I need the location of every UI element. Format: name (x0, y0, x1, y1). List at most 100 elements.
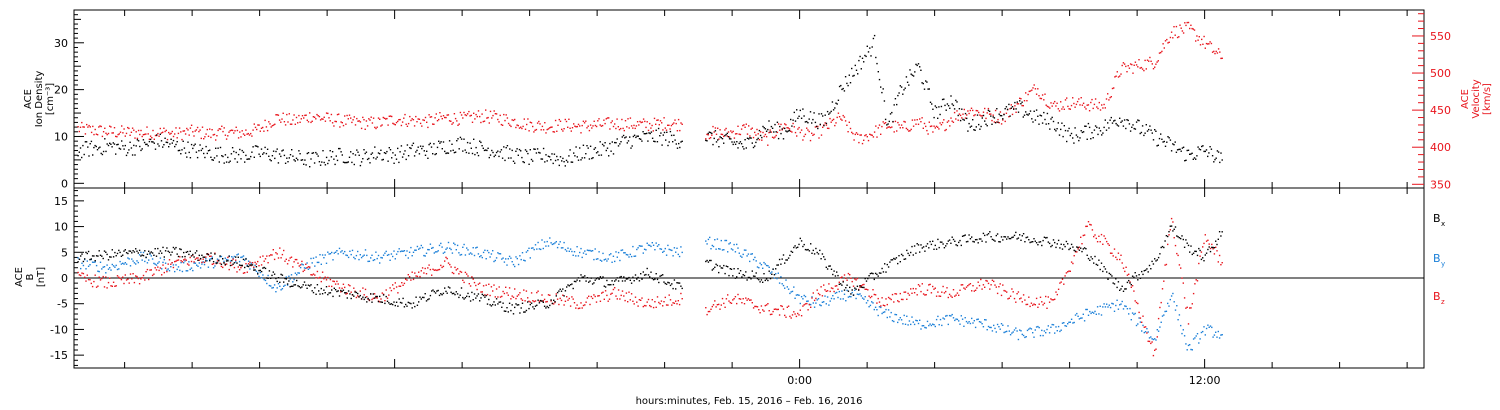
density-point (512, 160, 515, 162)
velocity-point (187, 129, 189, 131)
by-point (549, 237, 551, 239)
density-point (1160, 133, 1162, 135)
bz-point (538, 300, 541, 302)
by-point (471, 253, 473, 255)
bx-point (922, 246, 925, 248)
bz-point (440, 264, 442, 267)
velocity-point (1181, 30, 1184, 32)
density-point (442, 141, 445, 143)
density-point (506, 145, 509, 147)
velocity-point (887, 126, 889, 128)
density-point (1122, 125, 1125, 127)
density-point (473, 138, 475, 140)
by-point (1024, 336, 1026, 339)
velocity-point (195, 129, 198, 131)
density-point (641, 140, 643, 142)
velocity-point (742, 124, 744, 127)
density-point (1111, 122, 1114, 124)
density-point (612, 153, 615, 155)
by-point (395, 253, 398, 255)
velocity-point (370, 116, 372, 118)
density-point (657, 127, 660, 130)
field-tick-label: 5 (61, 246, 68, 259)
by-point (1134, 312, 1136, 315)
density-point (1139, 132, 1141, 135)
by-point (912, 321, 914, 323)
by-point (95, 264, 98, 267)
bz-point (773, 308, 776, 310)
bx-point (1165, 235, 1168, 237)
bz-point (227, 256, 229, 259)
by-point (1220, 334, 1222, 336)
velocity-point (882, 121, 884, 123)
velocity-point (932, 131, 934, 133)
velocity-point (581, 124, 583, 127)
velocity-point (105, 132, 107, 134)
density-point (264, 146, 266, 149)
density-point (857, 73, 859, 75)
by-point (630, 255, 633, 258)
velocity-point (919, 118, 921, 120)
bz-point (262, 255, 264, 257)
bx-point (268, 270, 271, 272)
velocity-point (481, 113, 483, 115)
by-point (935, 318, 938, 321)
by-point (238, 260, 241, 263)
density-point (1076, 136, 1079, 138)
density-point (294, 160, 296, 162)
by-point (571, 250, 573, 253)
bz-point (488, 283, 490, 285)
by-point (1124, 305, 1126, 307)
velocity-point (583, 122, 586, 124)
by-point (711, 244, 713, 247)
velocity-point (102, 131, 105, 133)
bz-point (1220, 264, 1222, 266)
density-point (787, 130, 789, 132)
bx-point (1057, 239, 1060, 242)
bx-point (537, 299, 539, 301)
bz-point (1129, 281, 1131, 283)
bx-point (161, 252, 163, 254)
bx-point (621, 280, 624, 282)
by-point (131, 258, 133, 260)
bx-point (471, 291, 473, 294)
velocity-point (896, 130, 898, 132)
velocity-point (804, 133, 807, 136)
velocity-point (1085, 108, 1087, 110)
density-point (229, 160, 231, 162)
density-point (82, 144, 84, 147)
density-point (413, 155, 416, 157)
bx-point (900, 253, 903, 256)
bx-point (138, 249, 141, 252)
bx-point (1161, 245, 1164, 248)
density-point (447, 152, 450, 154)
density-point (713, 137, 715, 140)
density-point (1158, 137, 1161, 140)
bz-point (742, 298, 744, 300)
bx-point (123, 250, 125, 252)
velocity-point (812, 134, 814, 136)
bx-point (225, 260, 228, 262)
velocity-point (605, 118, 607, 120)
bx-point (398, 298, 400, 300)
bz-point (985, 279, 987, 282)
velocity-point (286, 113, 288, 116)
bz-point (804, 303, 807, 305)
density-point (401, 156, 404, 158)
density-point (662, 134, 664, 136)
velocity-point (1038, 95, 1040, 97)
bx-point (472, 299, 474, 301)
density-point (987, 109, 990, 112)
velocity-point (345, 123, 347, 125)
by-point (1161, 315, 1164, 317)
bx-point (887, 266, 890, 268)
bx-point (318, 290, 320, 292)
bz-point (1205, 240, 1208, 242)
density-point (340, 151, 342, 153)
by-point (781, 283, 783, 285)
by-point (611, 261, 613, 263)
density-point (207, 150, 210, 152)
bz-point (575, 307, 577, 309)
by-point (842, 298, 844, 300)
velocity-point (655, 123, 657, 125)
